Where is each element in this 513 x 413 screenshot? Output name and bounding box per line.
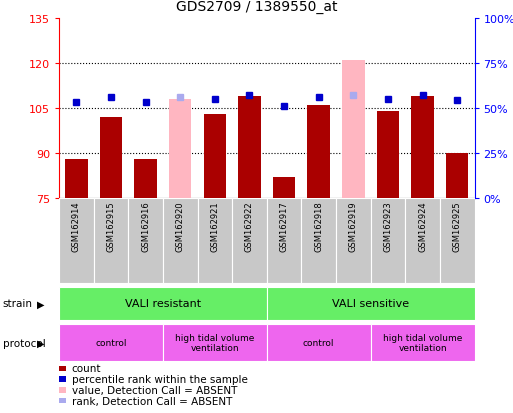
Bar (446, 153, 468, 198)
Text: GSM162924: GSM162924 (418, 201, 427, 251)
Text: protocol: protocol (3, 338, 45, 348)
Text: high tidal volume
ventilation: high tidal volume ventilation (383, 333, 462, 352)
Text: control: control (303, 338, 334, 347)
Text: high tidal volume
ventilation: high tidal volume ventilation (175, 333, 254, 352)
Bar (204, 114, 226, 198)
Bar (163, 198, 198, 283)
Text: GSM162917: GSM162917 (280, 201, 289, 252)
Bar (65, 159, 88, 198)
Bar (336, 198, 370, 283)
Bar (377, 112, 399, 198)
Bar (93, 198, 128, 283)
Bar (411, 96, 434, 198)
Text: value, Detection Call = ABSENT: value, Detection Call = ABSENT (72, 385, 237, 395)
Bar (267, 198, 301, 283)
Bar (128, 198, 163, 283)
Text: control: control (95, 338, 127, 347)
Bar (59, 287, 267, 320)
Text: GSM162922: GSM162922 (245, 201, 254, 251)
Bar (370, 198, 405, 283)
Text: GSM162916: GSM162916 (141, 201, 150, 252)
Text: GSM162914: GSM162914 (72, 201, 81, 251)
Bar (238, 96, 261, 198)
Bar (307, 105, 330, 198)
Bar (169, 100, 191, 198)
Text: GSM162921: GSM162921 (210, 201, 220, 251)
Text: GSM162925: GSM162925 (452, 201, 462, 251)
Bar (163, 324, 267, 361)
Text: VALI resistant: VALI resistant (125, 299, 201, 309)
Text: GSM162920: GSM162920 (175, 201, 185, 251)
Bar (301, 198, 336, 283)
Text: percentile rank within the sample: percentile rank within the sample (72, 374, 248, 384)
Bar (198, 198, 232, 283)
Text: ▶: ▶ (37, 299, 45, 309)
Bar (273, 177, 295, 198)
Text: strain: strain (3, 299, 32, 309)
Bar (370, 324, 475, 361)
Bar (59, 198, 93, 283)
Text: rank, Detection Call = ABSENT: rank, Detection Call = ABSENT (72, 396, 232, 406)
Text: GSM162923: GSM162923 (383, 201, 392, 252)
Text: GDS2709 / 1389550_at: GDS2709 / 1389550_at (176, 0, 337, 14)
Bar (100, 117, 122, 198)
Bar (440, 198, 475, 283)
Text: VALI sensitive: VALI sensitive (332, 299, 409, 309)
Bar (232, 198, 267, 283)
Bar (267, 324, 370, 361)
Bar (342, 60, 365, 198)
Text: count: count (72, 363, 102, 373)
Bar (267, 287, 475, 320)
Text: GSM162915: GSM162915 (106, 201, 115, 251)
Bar (59, 324, 163, 361)
Text: GSM162919: GSM162919 (349, 201, 358, 251)
Bar (134, 159, 157, 198)
Text: GSM162918: GSM162918 (314, 201, 323, 252)
Bar (405, 198, 440, 283)
Text: ▶: ▶ (37, 338, 45, 348)
